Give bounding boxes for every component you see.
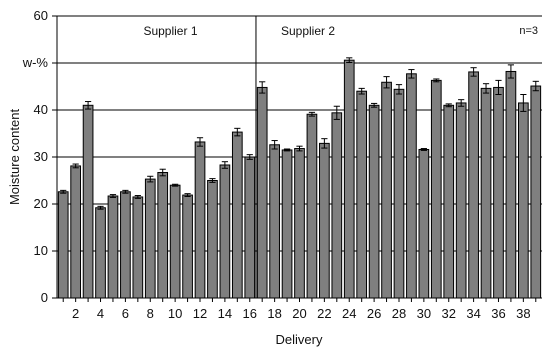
y-axis-label: Moisture content — [7, 109, 22, 205]
bar — [294, 148, 305, 299]
bar — [169, 184, 181, 299]
bar — [182, 194, 193, 299]
bar — [244, 156, 256, 299]
bar — [493, 86, 504, 299]
bar — [157, 172, 169, 299]
bar — [269, 144, 280, 299]
y-tick-label: 0 — [41, 290, 48, 305]
x-tick-label: 12 — [193, 306, 207, 321]
x-tick-label: 34 — [466, 306, 480, 321]
x-axis-label: Delivery — [276, 332, 323, 347]
group-label: Supplier 1 — [143, 24, 197, 38]
bar — [331, 112, 343, 299]
bar — [231, 131, 243, 299]
x-tick-label: 38 — [516, 306, 530, 321]
group-label: Supplier 2 — [281, 24, 335, 38]
bar — [368, 104, 380, 299]
y-axis: 0 10 20 30 40 w-% 60 — [22, 8, 58, 305]
bar — [120, 191, 131, 299]
x-tick-label: 16 — [243, 306, 257, 321]
bar — [393, 88, 405, 299]
x-tick-label: 30 — [417, 306, 431, 321]
bar — [455, 102, 467, 299]
bar — [95, 207, 106, 299]
y-tick-label: w-% — [22, 55, 49, 70]
x-tick-label: 26 — [367, 306, 381, 321]
error-bars — [60, 57, 539, 210]
bar — [319, 142, 330, 299]
x-tick-label: 20 — [292, 306, 306, 321]
bar — [430, 79, 442, 299]
x-tick-label: 6 — [122, 306, 129, 321]
y-tick-label: 60 — [34, 8, 48, 23]
y-tick-label: 10 — [34, 243, 48, 258]
bar — [57, 191, 69, 299]
x-tick-label: 2 — [72, 306, 79, 321]
x-tick-label: 4 — [97, 306, 104, 321]
bar — [418, 148, 430, 299]
bar — [517, 102, 529, 299]
bar — [70, 165, 82, 299]
x-axis: Supplier 1 Supplier 22 4 6 8 10 12 14 16 18 20 22 24… — [57, 24, 542, 321]
bar — [443, 104, 455, 299]
x-tick-label: 36 — [491, 306, 505, 321]
bar — [505, 70, 517, 299]
y-tick-label: 40 — [34, 102, 48, 117]
bar — [530, 85, 542, 299]
bar — [144, 178, 156, 299]
bar — [107, 195, 119, 299]
x-tick-label: 32 — [441, 306, 455, 321]
x-tick-label: 22 — [317, 306, 331, 321]
bar — [194, 141, 206, 299]
sample-size-annotation: n=3 — [519, 25, 538, 37]
bars — [57, 59, 542, 299]
bar — [306, 113, 318, 299]
bar — [480, 87, 492, 299]
y-tick-label: 30 — [34, 149, 48, 164]
bar — [256, 86, 268, 299]
bar — [82, 104, 94, 299]
bar — [207, 180, 218, 299]
x-tick-label: 10 — [168, 306, 182, 321]
annotations: Delivery Moisture content n=3 — [7, 25, 538, 347]
bar — [356, 90, 368, 299]
x-tick-label: 24 — [342, 306, 356, 321]
x-tick-label: 8 — [147, 306, 154, 321]
x-tick-label: 28 — [392, 306, 406, 321]
bar — [381, 81, 392, 299]
bar — [281, 149, 293, 299]
y-tick-label: 20 — [34, 196, 48, 211]
bar — [343, 59, 355, 299]
x-tick-label: 18 — [267, 306, 281, 321]
bar — [468, 71, 479, 299]
bar — [132, 196, 144, 299]
bar — [406, 73, 417, 299]
x-tick-label: 14 — [218, 306, 232, 321]
bar — [219, 164, 231, 299]
